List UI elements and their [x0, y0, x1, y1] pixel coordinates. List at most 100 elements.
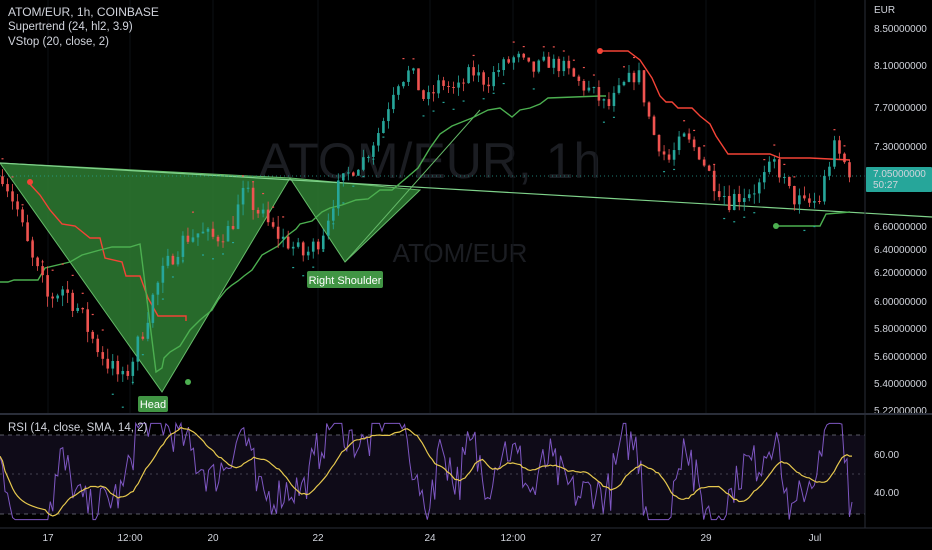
vstop-dot: [663, 171, 666, 173]
candle-body: [357, 169, 360, 176]
vstop-dot: [643, 77, 646, 80]
time-axis-label: 29: [700, 533, 712, 544]
vstop-dot: [592, 74, 595, 76]
rsi-band: [0, 435, 865, 514]
candle-body: [803, 195, 806, 199]
time-axis[interactable]: 17 12:00 20 22 24 12:00 27 29 Jul: [0, 527, 932, 544]
vstop-dot: [602, 121, 605, 123]
candle-body: [1, 176, 4, 185]
candle-body: [281, 236, 285, 239]
time-axis-label: 27: [590, 533, 602, 544]
vstop-dot: [683, 120, 686, 122]
vstop-dot: [61, 263, 64, 265]
vstop-dot: [21, 204, 24, 206]
vstop-dot: [572, 59, 575, 61]
rsi-pane[interactable]: 60.00 40.00: [0, 414, 899, 528]
vstop-dot: [101, 329, 104, 331]
neckline: [0, 162, 932, 218]
vstop-dot: [753, 212, 756, 214]
vstop-dot: [442, 101, 445, 104]
candle-body: [517, 53, 521, 58]
vstop-dot: [693, 129, 696, 132]
vstop-dot: [31, 239, 34, 241]
vstop-dot: [673, 168, 676, 171]
vstop-dot: [362, 175, 365, 178]
pattern-left-shoulder: [0, 162, 291, 393]
vstop-dot: [522, 46, 525, 48]
supertrend-legend[interactable]: Supertrend (24, hl2, 3.9): [8, 21, 133, 33]
vstop-dot: [382, 136, 385, 138]
candle-body: [161, 265, 165, 283]
candle-body: [737, 193, 741, 202]
vstop-dot: [723, 217, 726, 220]
candle-body: [492, 72, 495, 87]
supertrend-flip-bear-start: [27, 179, 33, 185]
candle-body: [46, 275, 49, 297]
candle-body: [587, 87, 591, 91]
candle-body: [402, 81, 405, 87]
candle-body: [502, 59, 505, 71]
candle-body: [477, 72, 480, 76]
candle-body: [261, 209, 265, 214]
candle-body: [747, 194, 751, 199]
vstop-dot: [482, 98, 485, 100]
symbol-title[interactable]: ATOM/EUR, 1h, COINBASE: [8, 5, 159, 19]
candle-body: [692, 139, 696, 148]
candle-body: [271, 222, 275, 227]
candle-body: [231, 226, 235, 229]
vstop-dot: [833, 129, 836, 131]
candle-body: [382, 121, 385, 134]
candle-body: [51, 296, 54, 299]
candle-body: [66, 289, 69, 293]
vstop-dot: [212, 258, 214, 260]
candle-body: [823, 175, 826, 202]
rsi-sma-line: [0, 426, 852, 517]
candle-body: [301, 242, 305, 256]
candle-body: [291, 246, 295, 249]
rsi-legend[interactable]: RSI (14, close, SMA, 14, 2): [8, 422, 148, 434]
vstop-dot: [41, 261, 44, 263]
vstop-dot: [492, 92, 495, 94]
vstop-dot: [91, 313, 94, 316]
vstop-legend[interactable]: VStop (20, close, 2): [8, 36, 109, 48]
time-axis-label: Jul: [809, 533, 822, 544]
candle-body: [552, 58, 556, 68]
candle-body: [71, 292, 74, 311]
rsi-line: [0, 421, 853, 521]
candle-body: [442, 80, 445, 86]
candle-body: [21, 209, 24, 223]
candle-body: [497, 70, 500, 73]
vstop-dot: [632, 56, 635, 59]
candle-body: [843, 153, 846, 163]
candle-body: [467, 67, 470, 84]
candle-body: [166, 255, 170, 266]
rsi-axis-40: 40.00: [874, 488, 899, 499]
time-axis-label: 17: [42, 533, 54, 544]
candle-body: [833, 140, 836, 167]
candle-body: [637, 70, 641, 83]
price-axis-label: 6.20000000: [874, 268, 927, 279]
vstop-dot: [191, 211, 194, 213]
candle-body: [347, 172, 350, 174]
candle-body: [542, 56, 546, 61]
pattern-extension: [344, 109, 481, 263]
vstop-dot: [653, 116, 656, 118]
vstop-dot: [422, 115, 425, 117]
candle-body: [387, 109, 390, 122]
vstop-dot: [763, 159, 766, 161]
head-and-shoulders-pattern: [0, 109, 932, 393]
candle-body: [487, 84, 490, 87]
price-axis[interactable]: EUR 8.50000000 8.10000000 7.70000000 7.3000…: [864, 0, 927, 417]
candle-body: [246, 187, 250, 189]
candle-body: [216, 236, 220, 242]
price-axis-label: 6.60000000: [874, 222, 927, 233]
vstop-dot: [452, 108, 455, 110]
candle-body: [742, 198, 746, 202]
candle-body: [507, 59, 510, 63]
candle-body: [657, 134, 661, 152]
last-price-countdown: 50:27: [873, 180, 898, 191]
candle-body: [472, 67, 475, 76]
vstop-dot: [222, 253, 225, 255]
head-label-text: Head: [140, 399, 166, 411]
